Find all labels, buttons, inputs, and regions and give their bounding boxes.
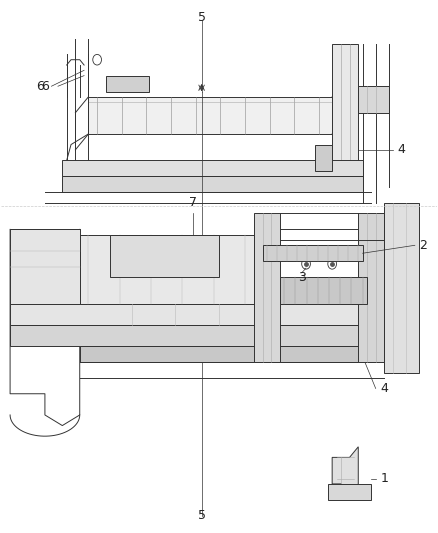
Polygon shape xyxy=(80,235,254,304)
Text: 4: 4 xyxy=(398,143,406,156)
Text: 5: 5 xyxy=(198,509,205,522)
Polygon shape xyxy=(80,346,385,362)
Polygon shape xyxy=(110,235,219,277)
Polygon shape xyxy=(332,44,358,187)
Polygon shape xyxy=(280,277,367,304)
Polygon shape xyxy=(62,176,363,192)
Polygon shape xyxy=(62,160,363,176)
Polygon shape xyxy=(106,76,149,92)
Polygon shape xyxy=(358,86,389,113)
Polygon shape xyxy=(328,484,371,500)
Polygon shape xyxy=(385,203,419,373)
Text: 3: 3 xyxy=(298,271,306,284)
Polygon shape xyxy=(315,144,332,171)
Polygon shape xyxy=(332,447,358,489)
Polygon shape xyxy=(262,245,363,261)
Polygon shape xyxy=(10,325,385,346)
Polygon shape xyxy=(10,229,80,304)
Circle shape xyxy=(173,113,178,118)
Polygon shape xyxy=(254,214,280,362)
Text: 6: 6 xyxy=(41,80,49,93)
Text: 2: 2 xyxy=(420,239,427,252)
Text: 4: 4 xyxy=(381,382,389,395)
Text: 6: 6 xyxy=(37,80,45,93)
Text: 5: 5 xyxy=(198,11,205,24)
Text: 7: 7 xyxy=(189,196,197,209)
Circle shape xyxy=(130,113,134,118)
Polygon shape xyxy=(88,97,332,134)
Text: 1: 1 xyxy=(381,472,389,485)
Polygon shape xyxy=(358,214,385,362)
Polygon shape xyxy=(10,304,385,325)
